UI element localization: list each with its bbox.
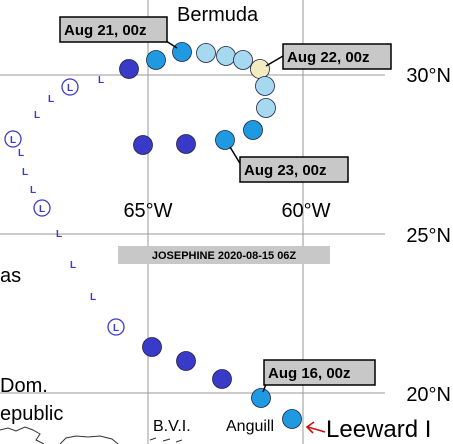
latitude-label-20n: 20°N — [406, 384, 451, 406]
low-marker: L — [90, 292, 96, 303]
track-point — [251, 388, 271, 408]
low-marker: L — [22, 167, 28, 178]
time-label-aug23: Aug 23, 00z — [239, 156, 349, 183]
place-label-leeward: Leeward I — [326, 416, 431, 443]
puerto-rico-coast — [59, 435, 119, 444]
time-label-aug21-text: Aug 21, 00z — [64, 22, 147, 39]
time-label-aug21: Aug 21, 00z — [59, 16, 168, 43]
track-point — [212, 369, 232, 389]
coastlines — [0, 426, 183, 444]
track-point — [119, 59, 139, 79]
time-label-aug22-text: Aug 22, 00z — [287, 49, 370, 66]
low-circle-label: L — [113, 323, 119, 334]
low-marker: L — [34, 110, 40, 121]
longitude-label-65w: 65°W — [123, 200, 172, 222]
time-label-aug16: Aug 16, 00z — [263, 359, 376, 386]
low-marker: L — [70, 260, 76, 271]
low-circle-marker: L — [61, 78, 79, 96]
longitude-labels: 65°W 60°W — [123, 200, 330, 222]
track-point — [172, 42, 192, 62]
low-circle-label: L — [67, 83, 73, 94]
low-marker: L — [48, 94, 54, 105]
low-circle-marker: L — [107, 318, 125, 336]
place-label-anguilla: Anguill — [226, 418, 274, 435]
track-point — [176, 351, 196, 371]
track-point — [176, 134, 196, 154]
leeward-arrow — [305, 421, 326, 434]
track-point — [256, 98, 276, 118]
place-label-dom: Dom. — [0, 375, 48, 397]
track-point — [243, 120, 263, 140]
low-marker: L — [18, 148, 24, 159]
low-track: L L L L L L L L L — [18, 75, 104, 303]
track-point — [233, 50, 253, 70]
place-label-republic: epublic — [0, 403, 63, 425]
place-labels: Bermuda as Dom. epublic B.V.I. Anguill L… — [0, 4, 431, 443]
storm-track-points — [119, 42, 302, 429]
place-label-bermuda: Bermuda — [177, 4, 259, 26]
time-label-aug16-text: Aug 16, 00z — [268, 365, 351, 382]
low-circle-marker: L — [33, 199, 51, 217]
low-circle-markers: L L L L — [4, 78, 125, 336]
track-point — [196, 43, 216, 63]
storm-title: JOSEPHINE 2020-08-15 06Z — [152, 250, 297, 262]
leader-aug23 — [229, 146, 242, 166]
track-point — [250, 59, 270, 79]
low-marker: L — [30, 185, 36, 196]
place-label-bvi: B.V.I. — [153, 418, 191, 435]
track-point — [133, 135, 153, 155]
low-circle-label: L — [10, 135, 16, 146]
track-point — [215, 130, 235, 150]
track-point — [255, 76, 275, 96]
low-marker: L — [98, 75, 104, 86]
latitude-label-30n: 30°N — [406, 65, 451, 87]
latitude-labels: 30°N 25°N 20°N — [406, 65, 451, 406]
track-point — [282, 409, 302, 429]
time-label-aug22: Aug 22, 00z — [282, 43, 392, 70]
track-point — [146, 50, 166, 70]
latitude-label-25n: 25°N — [406, 225, 451, 247]
low-circle-marker: L — [4, 130, 22, 148]
leader-aug22 — [265, 55, 284, 67]
leader-aug21 — [165, 40, 178, 49]
virgin-islands-coast — [149, 437, 183, 443]
storm-title-box: JOSEPHINE 2020-08-15 06Z — [118, 246, 330, 264]
time-label-aug23-text: Aug 23, 00z — [244, 162, 327, 179]
place-label-bahamas: as — [0, 265, 21, 287]
low-marker: L — [56, 229, 62, 240]
track-point — [142, 337, 162, 357]
time-labels: Aug 21, 00z Aug 22, 00z Aug 23, 00z Aug … — [59, 16, 392, 386]
longitude-label-60w: 60°W — [281, 200, 330, 222]
track-point — [216, 46, 236, 66]
low-circle-label: L — [39, 204, 45, 215]
hispaniola-coast — [0, 426, 45, 444]
